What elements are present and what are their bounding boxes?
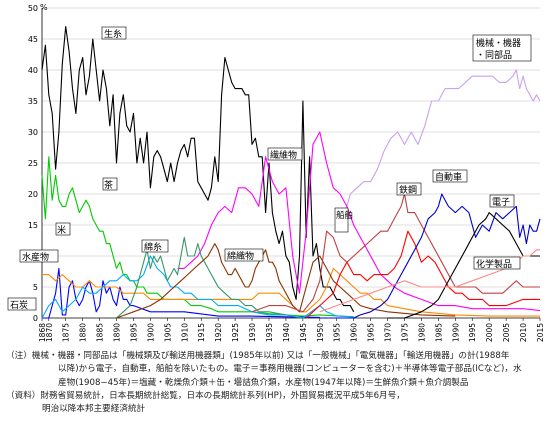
label-kikai-1: 機械・機器 <box>476 37 521 49</box>
series-line <box>42 267 320 319</box>
series-labels: 生糸 機械・機器 ・同部品 繊維物 茶 米 水産物 石炭 綿糸 綿織物 船舶 鉄… <box>7 26 532 311</box>
footnotes: （注）機械・機器・同部品は「機械類及び輸送用機器類」(1985年以前) 又は「一… <box>6 350 551 416</box>
series-line <box>41 26 355 313</box>
x-tick-label: 2005 <box>502 323 511 342</box>
series-line <box>116 243 456 319</box>
label-kiito: 生糸 <box>104 28 122 40</box>
y-tick-label: 15 <box>28 221 38 230</box>
series-line <box>319 193 541 319</box>
x-tick-label: 1880 <box>79 323 88 342</box>
label-tekko: 鉄鋼 <box>399 184 417 196</box>
label-sekitan: 石炭 <box>10 300 28 311</box>
x-tick-label: 1960 <box>350 323 359 342</box>
x-tick-label: 1868 <box>38 323 47 342</box>
x-tick-label: 1905 <box>163 323 172 342</box>
x-tick-label: 1895 <box>129 323 138 342</box>
label-kagaku: 化学製品 <box>476 258 512 270</box>
x-tick-label: 1920 <box>214 323 223 342</box>
x-tick-label: 1875 <box>62 323 71 342</box>
label-kome: 米 <box>57 224 66 236</box>
x-tick-label: 1885 <box>96 323 105 342</box>
label-seni: 繊維物 <box>270 149 297 161</box>
series-line <box>251 193 540 313</box>
label-senpaku: 船舶 <box>336 210 353 221</box>
series-line <box>336 69 541 232</box>
note-2-line-2: 明治以降本邦主要経済統計 <box>42 404 146 415</box>
y-tick-label: 35 <box>28 97 38 106</box>
x-tick-label: 1945 <box>299 323 308 342</box>
x-tick-label: 1950 <box>316 323 325 342</box>
x-tick-label: 1955 <box>333 323 342 342</box>
x-tick-label: 1925 <box>231 323 240 342</box>
label-denshi: 電子 <box>492 197 510 208</box>
y-tick-labels: 05101520253035404550 <box>28 4 38 323</box>
y-tick-label: 20 <box>28 190 38 199</box>
note-1-line-2: 以降)から電子，自動車，船舶を除いたもの。電子＝事務用機器(コンピューターを含む… <box>58 364 522 375</box>
x-tick-label: 2000 <box>485 323 494 342</box>
x-tick-label: 1970 <box>384 323 393 342</box>
y-tick-label: 30 <box>28 128 38 137</box>
series-line <box>177 131 541 312</box>
y-tick-label: 50 <box>28 4 38 13</box>
x-tick-label: 1910 <box>180 323 189 342</box>
label-suisan: 水産物 <box>22 251 49 263</box>
y-axis-unit: % <box>40 3 48 12</box>
x-tick-label: 1915 <box>197 323 206 342</box>
y-tick-label: 0 <box>33 314 38 323</box>
y-tick-label: 40 <box>28 66 38 75</box>
label-jidosha: 自動車 <box>435 171 462 183</box>
label-cha: 茶 <box>104 179 113 191</box>
x-tick-label: 1930 <box>248 323 257 342</box>
x-tick-label: 1940 <box>282 323 291 342</box>
y-tick-label: 25 <box>28 159 38 168</box>
series-line <box>41 255 354 319</box>
note-2-line-1: （資料）財務省貿易統計，日本長期統計総覧，日本の長期統計系列(HP)，外国貿易概… <box>6 390 405 401</box>
y-tick-label: 5 <box>33 283 38 292</box>
series-line <box>387 212 540 319</box>
x-tick-label: 1990 <box>451 323 460 342</box>
x-tick-label: 1965 <box>367 323 376 342</box>
label-menshi: 綿糸 <box>144 241 162 253</box>
gridlines <box>41 7 540 319</box>
y-tick-label: 45 <box>28 35 38 44</box>
x-tick-label: 1935 <box>265 323 274 342</box>
x-tick-label: 2010 <box>519 323 528 342</box>
x-tick-label: 1980 <box>417 323 426 342</box>
x-tick-label: 1870 <box>45 323 54 342</box>
x-tick-label: 1985 <box>434 323 443 342</box>
x-tick-label: 2015 <box>536 323 545 342</box>
note-1-line-3: 産物(1908−45年)＝塩藏・乾燥魚介類＋缶・壜詰魚介類，水産物(1947年以… <box>58 377 469 388</box>
label-kikai-2: ・同部品 <box>476 49 512 61</box>
x-tick-label: 1900 <box>146 323 155 342</box>
series-line <box>305 230 540 319</box>
x-tick-label: 1995 <box>468 323 477 342</box>
series-line <box>319 249 540 313</box>
x-tick-label: 1890 <box>113 323 122 342</box>
note-1-line-1: （注）機械・機器・同部品は「機械類及び輸送用機器類」(1985年以前) 又は「一… <box>6 351 510 361</box>
x-tick-label: 1975 <box>400 323 409 342</box>
line-chart: 05101520253035404550 1868187018751880188… <box>7 3 545 342</box>
label-menori: 綿織物 <box>227 250 254 262</box>
